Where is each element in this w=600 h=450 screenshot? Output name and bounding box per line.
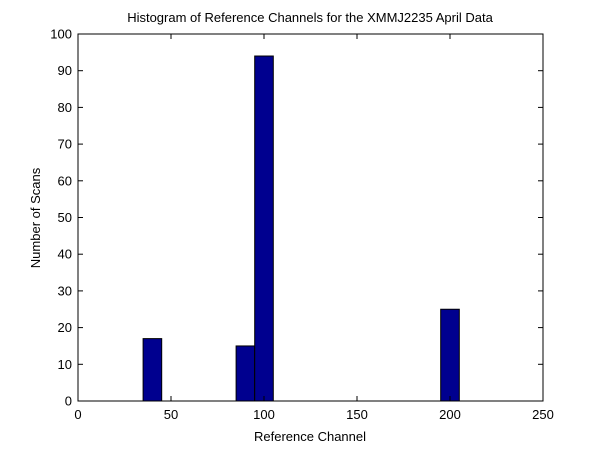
x-tick-label: 100 xyxy=(253,407,275,422)
histogram-bar-1 xyxy=(235,345,256,402)
y-tick-label: 60 xyxy=(58,173,72,188)
histogram-bar-0 xyxy=(142,338,163,402)
y-tick-label: 80 xyxy=(58,100,72,115)
x-tick-label: 250 xyxy=(532,407,554,422)
x-axis-label: Reference Channel xyxy=(254,429,366,444)
x-tick-label: 200 xyxy=(439,407,461,422)
bars-group xyxy=(142,55,460,402)
y-tick-label: 30 xyxy=(58,283,72,298)
y-tick-label: 50 xyxy=(58,210,72,225)
y-tick-label: 100 xyxy=(50,27,72,42)
histogram-bar-2 xyxy=(254,55,274,402)
y-tick-label: 0 xyxy=(65,394,72,409)
y-tick-label: 40 xyxy=(58,247,72,262)
y-tick-label: 20 xyxy=(58,320,72,335)
ticks-group: 0 50 100 150 200 250 0 10 20 30 40 50 60 70 80 90 100 xyxy=(50,27,554,423)
y-tick-label: 90 xyxy=(58,63,72,78)
x-tick-label: 150 xyxy=(346,407,368,422)
plot-area-frame xyxy=(77,33,544,402)
chart-title: Histogram of Reference Channels for the … xyxy=(127,10,493,25)
y-tick-label: 10 xyxy=(58,357,72,372)
y-tick-label: 70 xyxy=(58,137,72,152)
x-tick-label: 0 xyxy=(74,407,81,422)
x-tick-label: 50 xyxy=(164,407,178,422)
histogram-bar-3 xyxy=(440,308,460,402)
y-axis-label: Number of Scans xyxy=(28,167,43,268)
